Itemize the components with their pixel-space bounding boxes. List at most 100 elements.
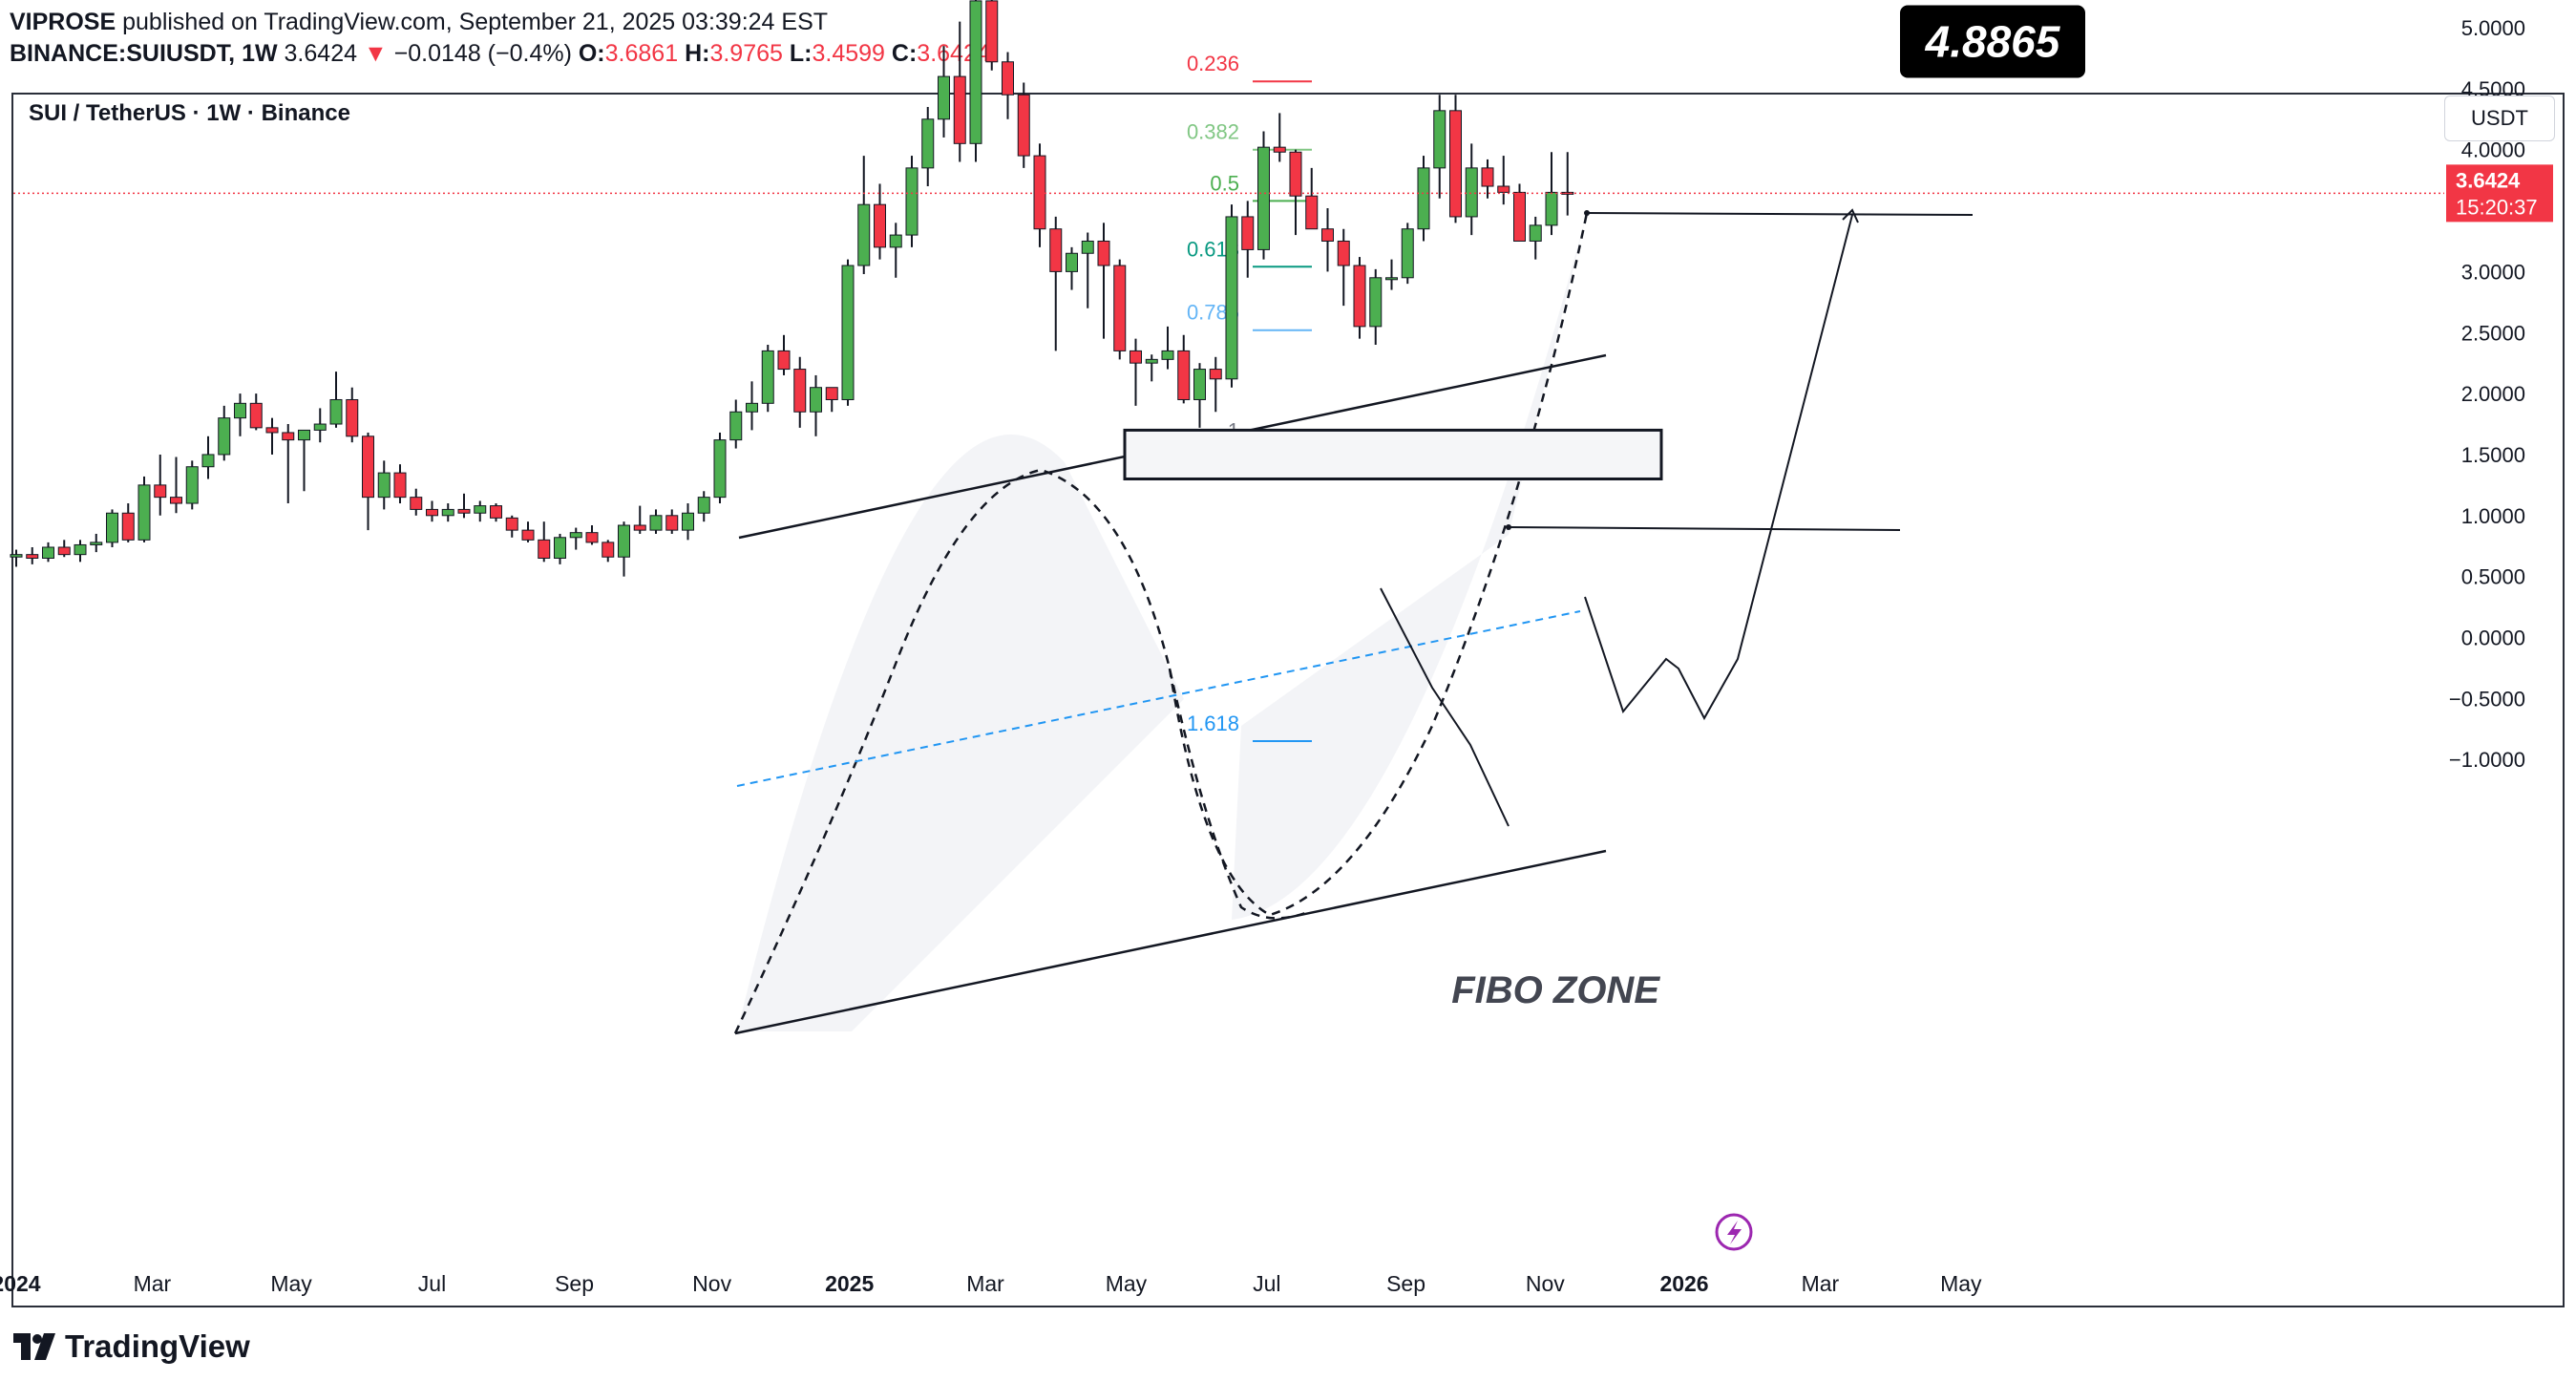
candle-body	[697, 497, 710, 514]
target-price-label: 4.8865	[1925, 16, 2061, 66]
last-price-badge-countdown: 15:20:37	[2456, 195, 2538, 219]
candle-body	[474, 505, 487, 514]
x-axis-tick-label: Sep	[1386, 1271, 1425, 1296]
published-text: published on TradingView.com, September …	[122, 9, 829, 35]
candle-body	[1337, 240, 1350, 266]
candle-body	[1497, 185, 1510, 193]
last-price: 3.6424	[284, 40, 357, 67]
y-axis-tick-label: 2.0000	[2461, 382, 2525, 406]
y-axis-tick-label: 0.0000	[2461, 627, 2525, 650]
low-value: 3.4599	[812, 40, 885, 67]
dashed-arc-right	[1168, 212, 1589, 917]
currency-button[interactable]: USDT	[2444, 96, 2555, 141]
candle-body	[1545, 191, 1558, 226]
x-axis-tick-label: 2024	[0, 1271, 41, 1296]
candle-body	[889, 234, 902, 248]
candle-body	[490, 505, 502, 519]
candle-body	[1225, 216, 1238, 380]
candle-body	[633, 524, 646, 531]
drawing-layer: 00.2360.3820.50.6180.78611.6187.44454.88…	[733, 5, 2085, 1035]
target-point-mid	[1506, 524, 1511, 530]
chart-frame	[11, 93, 2565, 1307]
x-axis-tick-label: Nov	[1526, 1271, 1565, 1296]
y-axis-tick-label: 0.5000	[2461, 565, 2525, 589]
candle-body	[761, 350, 774, 404]
candle-body	[265, 427, 279, 434]
candle-body	[1177, 350, 1191, 400]
lightning-icon	[1715, 1213, 1753, 1251]
high-label: H:	[685, 40, 710, 67]
candle-body	[938, 75, 950, 120]
axis-layer: 8.00007.50007.00006.50006.00005.50005.00…	[0, 16, 2553, 1296]
x-axis-tick-label: May	[270, 1271, 312, 1296]
candle-body	[1513, 191, 1526, 242]
high-value: 3.9765	[709, 40, 783, 67]
candle-body	[554, 537, 566, 559]
symbol-label: BINANCE:SUIUSDT, 1W	[10, 40, 278, 67]
target-connector-top	[1586, 212, 1974, 216]
tradingview-logo[interactable]: TradingView	[13, 1328, 250, 1366]
dashed-arc-left	[733, 468, 1309, 1034]
projection-shade-2	[1232, 213, 1587, 920]
target-connector-mid	[1508, 526, 1901, 531]
candle-body	[602, 542, 615, 558]
x-axis-tick-label: Sep	[555, 1271, 594, 1296]
candle-body	[57, 546, 71, 556]
candle-body	[1529, 224, 1542, 242]
x-axis-tick-label: 2026	[1659, 1271, 1708, 1296]
y-axis-tick-label: 1.5000	[2461, 443, 2525, 467]
candle-body	[346, 398, 359, 437]
fib-level-label: 0.236	[1187, 52, 1239, 75]
last-price-badge-value: 3.6424	[2456, 168, 2521, 192]
candle-body	[362, 436, 374, 499]
x-axis-tick-label: Mar	[134, 1271, 172, 1296]
candle-body	[1369, 277, 1383, 328]
candles-layer	[10, 0, 1574, 577]
fib-level-label: 0.5	[1210, 171, 1239, 195]
candle-body	[393, 472, 407, 499]
candle-body	[1273, 146, 1286, 153]
tradingview-logo-text: TradingView	[65, 1328, 250, 1364]
candle-body	[137, 484, 151, 541]
fib-level-label: 0.382	[1187, 120, 1239, 144]
x-axis-tick-label: Jul	[418, 1271, 446, 1296]
y-axis-tick-label: 4.0000	[2461, 138, 2525, 162]
candle-body	[1401, 228, 1414, 279]
candle-body	[282, 432, 295, 441]
zigzag-path-2	[1584, 214, 1853, 721]
open-value: 3.6861	[604, 40, 679, 67]
target-price-box	[1900, 5, 2085, 78]
y-axis-tick-label: 1.0000	[2461, 504, 2525, 528]
projection-shade-1	[737, 434, 1184, 1031]
candle-body	[106, 512, 118, 543]
candle-body	[569, 532, 582, 539]
candle-body	[1305, 195, 1319, 230]
candle-body	[185, 466, 199, 504]
candle-body	[154, 484, 167, 499]
x-axis-tick-label: May	[1106, 1271, 1148, 1296]
candle-body	[1193, 369, 1206, 400]
candle-body	[969, 0, 982, 144]
candle-body	[874, 203, 886, 248]
x-axis-tick-label: Mar	[1802, 1271, 1840, 1296]
candle-body	[618, 524, 630, 558]
x-axis-tick-label: May	[1940, 1271, 1982, 1296]
candle-body	[1113, 265, 1127, 351]
candle-body	[74, 543, 87, 556]
blue-dashed-trendline	[736, 610, 1581, 787]
candle-body	[1017, 94, 1030, 157]
ohlc-line: BINANCE:SUIUSDT, 1W 3.6424 ▼ −0.0148 (−0…	[10, 39, 990, 68]
candle-body	[857, 203, 871, 266]
candle-body	[1033, 155, 1046, 230]
candle-body	[841, 265, 855, 400]
candle-body	[985, 0, 999, 63]
candle-body	[218, 417, 231, 456]
candle-body	[441, 508, 454, 517]
candle-body	[505, 517, 518, 531]
candle-body	[426, 508, 438, 517]
low-label: L:	[789, 40, 813, 67]
candle-body	[1049, 228, 1063, 272]
chart-title: SUI / TetherUS · 1W · Binance	[29, 100, 350, 126]
y-axis-tick-label: 2.5000	[2461, 321, 2525, 345]
